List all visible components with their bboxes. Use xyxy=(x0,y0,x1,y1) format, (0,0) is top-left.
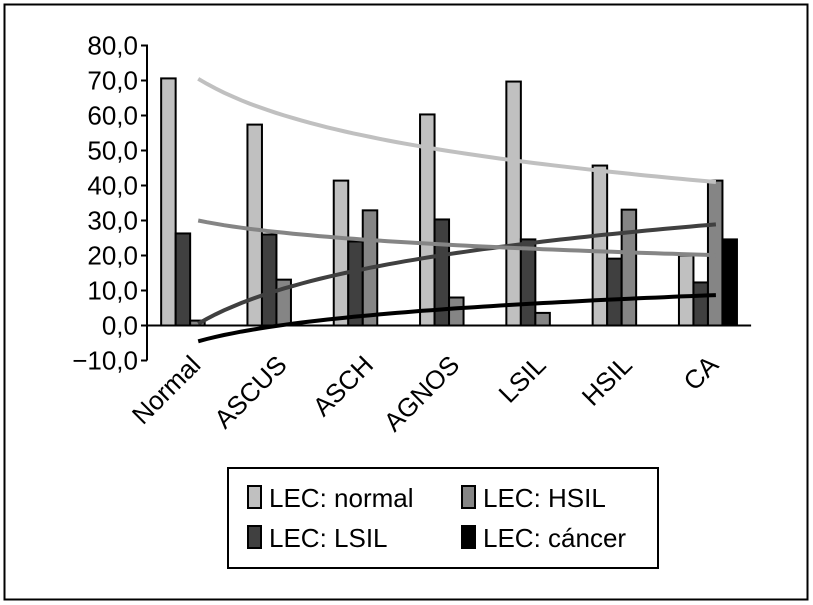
y-tick-label: 0,0 xyxy=(102,311,138,341)
y-tick-label: 50,0 xyxy=(87,136,138,166)
legend-swatch xyxy=(247,485,262,509)
bar-leclsil-ascus xyxy=(260,233,278,327)
y-tick-label: 40,0 xyxy=(87,171,138,201)
bar-leclsil-lsil xyxy=(519,238,537,327)
legend-box xyxy=(227,467,659,569)
bar-lechsil-lsil xyxy=(534,311,551,327)
legend: LEC: normal LEC: HSIL LEC: LSIL LEC: cáncer xyxy=(227,467,659,569)
bar-lechsil-agnos xyxy=(448,296,465,327)
bar-leccncer-ca xyxy=(721,238,738,327)
y-tick-label: 80,0 xyxy=(87,31,138,61)
bar-leclsil-asch xyxy=(347,240,364,327)
bar-leclsil-normal xyxy=(174,232,192,327)
trendline-lechsil xyxy=(197,218,716,258)
legend-swatch xyxy=(461,485,476,509)
legend-label: LEC: LSIL xyxy=(269,523,388,553)
trendline-lecnormal xyxy=(197,77,717,184)
legend-label: LEC: normal xyxy=(269,483,414,513)
bar-lechsil-hsil xyxy=(620,208,638,327)
y-tick-label: 60,0 xyxy=(87,101,138,131)
y-tick-label: 30,0 xyxy=(87,206,138,236)
legend-swatch xyxy=(461,525,476,549)
bar-leclsil-ca xyxy=(692,281,709,327)
trendline-leclsil xyxy=(197,222,717,326)
bar-lecnormal-asch xyxy=(332,179,350,327)
legend-swatch xyxy=(247,525,262,549)
y-tick-label: 10,0 xyxy=(87,276,138,306)
bar-lecnormal-lsil xyxy=(505,80,522,327)
bar-lecnormal-normal xyxy=(160,77,177,327)
y-tick-label: 20,0 xyxy=(87,241,138,271)
bars xyxy=(160,77,738,327)
y-tick-label: −10,0 xyxy=(72,346,138,376)
legend-label: LEC: HSIL xyxy=(483,483,606,513)
legend-label: LEC: cáncer xyxy=(483,523,626,553)
bar-leclsil-hsil xyxy=(606,257,623,327)
y-tick-label: 70,0 xyxy=(87,66,138,96)
bar-lecnormal-ca xyxy=(677,254,695,327)
